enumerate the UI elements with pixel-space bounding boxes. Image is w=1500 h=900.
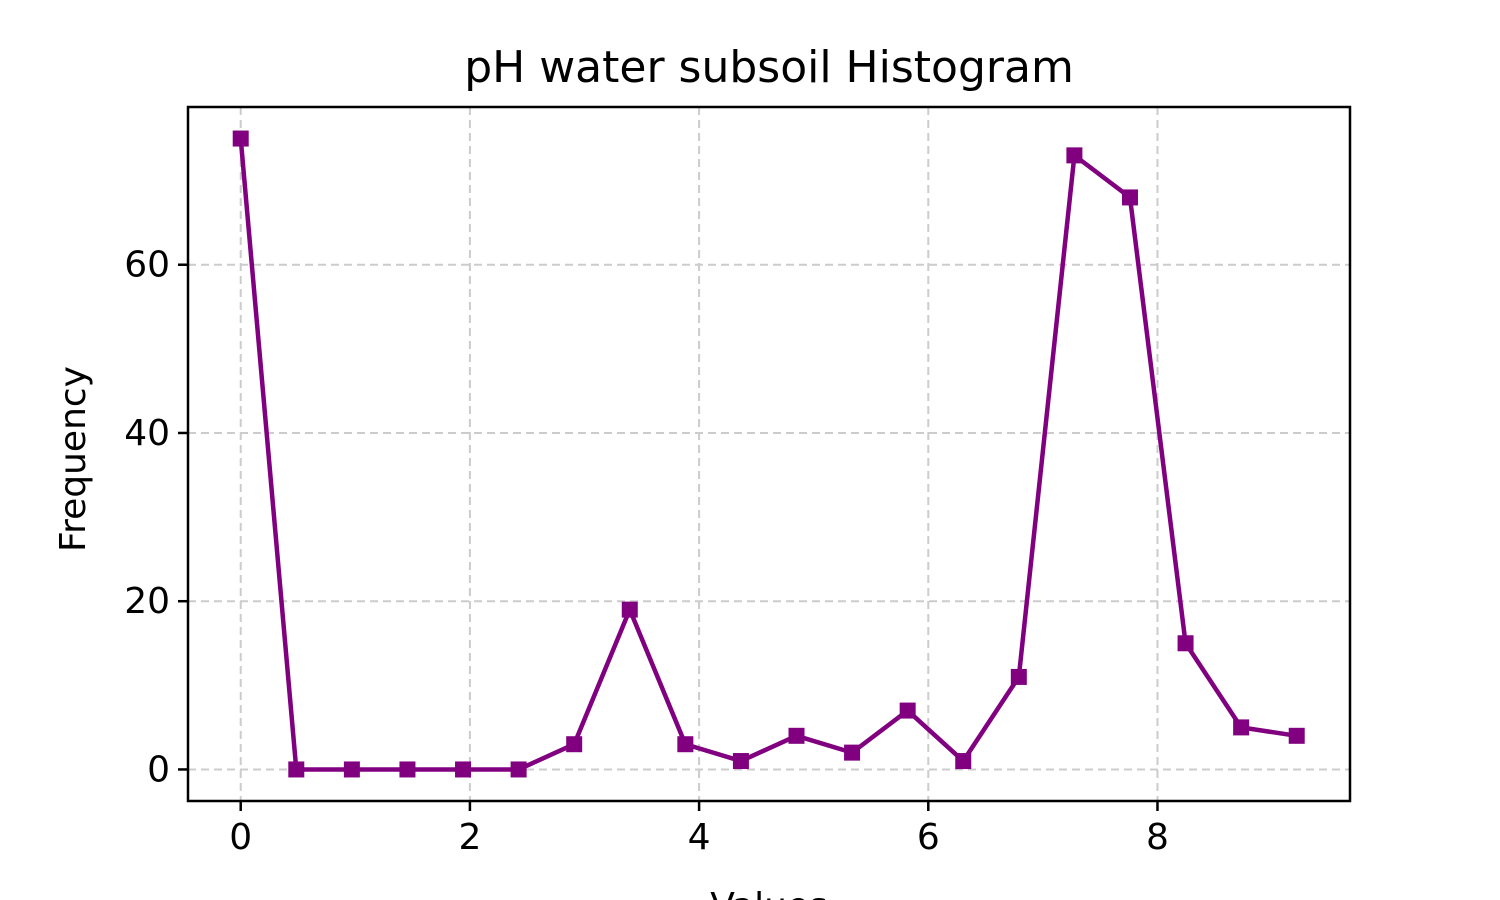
- series-layer: [232, 130, 1305, 778]
- data-point-marker: [621, 601, 638, 618]
- data-point-marker: [566, 736, 583, 753]
- y-tick-label: 40: [124, 413, 170, 454]
- data-point-marker: [677, 736, 694, 753]
- data-point-marker: [343, 761, 360, 778]
- data-point-marker: [732, 753, 749, 770]
- data-point-marker: [844, 744, 861, 761]
- data-point-marker: [899, 702, 916, 719]
- y-tick-label: 20: [124, 581, 170, 622]
- x-tick-label: 8: [1146, 817, 1169, 858]
- x-tick-label: 6: [917, 817, 940, 858]
- y-axis-label: Frequency: [53, 366, 94, 552]
- x-tick-label: 2: [458, 817, 481, 858]
- data-point-marker: [955, 753, 972, 770]
- data-point-marker: [1233, 719, 1250, 736]
- data-point-marker: [1010, 668, 1027, 685]
- series-line: [238, 138, 1298, 772]
- x-tick-label: 4: [688, 817, 711, 858]
- data-point-marker: [399, 761, 416, 778]
- grid: [188, 107, 1350, 801]
- data-point-marker: [788, 727, 805, 744]
- data-point-marker: [1121, 189, 1138, 206]
- x-tick-label: 0: [229, 817, 252, 858]
- plot-area-frame: [186, 105, 1352, 803]
- data-point-marker: [1066, 147, 1083, 164]
- data-point-marker: [288, 761, 305, 778]
- data-point-marker: [510, 761, 527, 778]
- axis-ticks: 0 2 4 6 8 0 20 40 60: [124, 245, 1169, 858]
- y-tick-label: 0: [147, 749, 170, 790]
- data-point-marker: [1288, 727, 1305, 744]
- x-axis-label: Values: [710, 886, 828, 900]
- chart-title: pH water subsoil Histogram: [464, 42, 1074, 93]
- y-tick-label: 60: [124, 245, 170, 286]
- data-point-marker: [1177, 635, 1194, 652]
- data-point-marker: [232, 130, 249, 147]
- data-point-marker: [455, 761, 472, 778]
